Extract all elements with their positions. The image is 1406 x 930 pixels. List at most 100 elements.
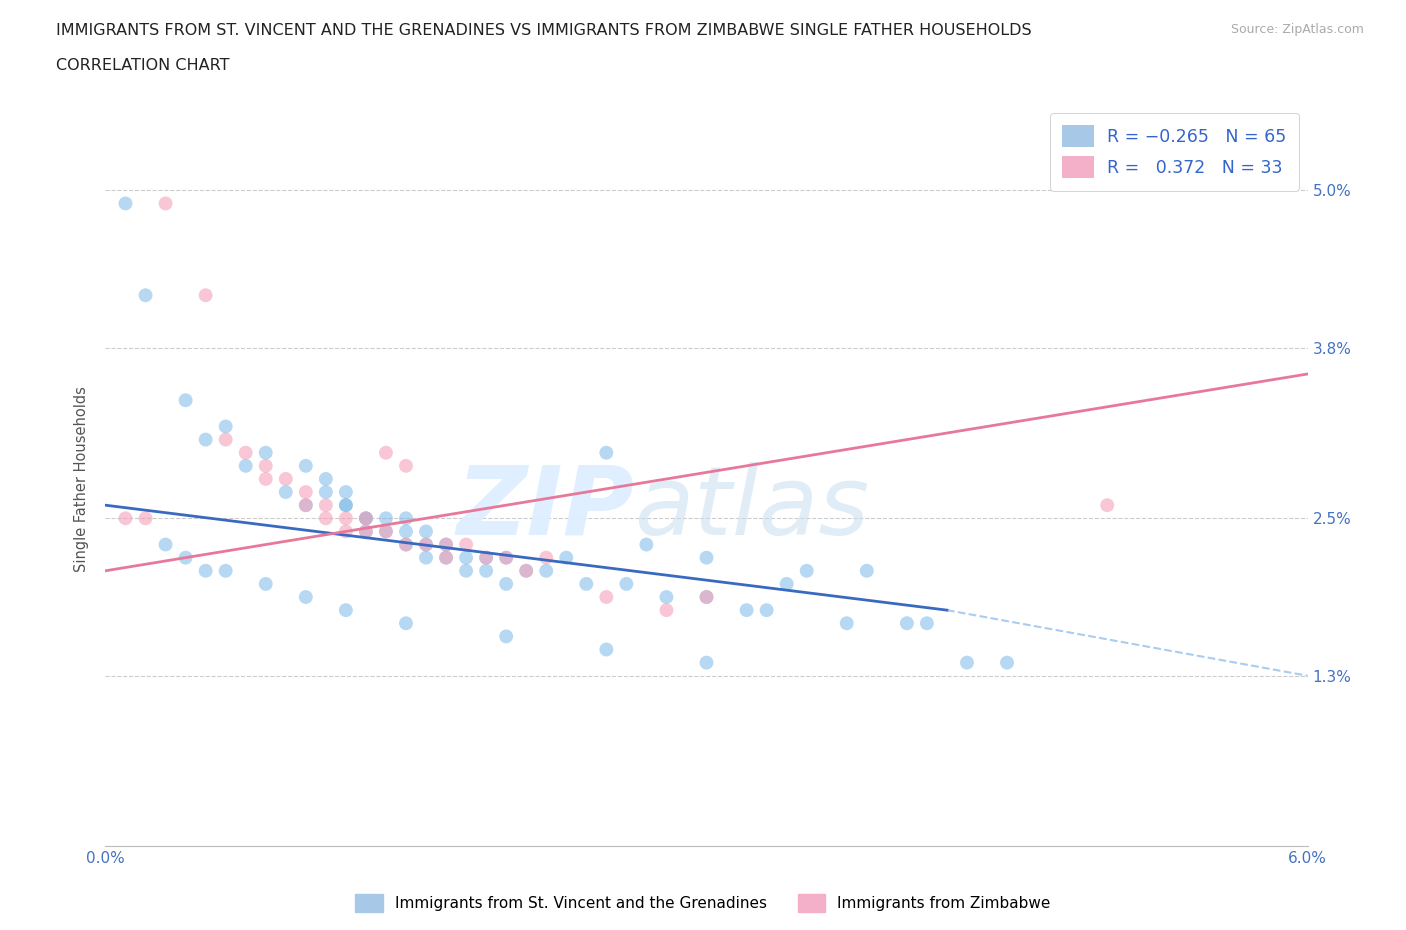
Point — [655, 603, 678, 618]
Point — [475, 551, 498, 565]
Point — [555, 551, 578, 565]
Point — [374, 524, 398, 538]
Legend: R = −0.265   N = 65, R =   0.372   N = 33: R = −0.265 N = 65, R = 0.372 N = 33 — [1050, 113, 1299, 191]
Point — [616, 577, 638, 591]
Point — [194, 564, 217, 578]
Point — [155, 538, 177, 552]
Point — [335, 511, 357, 525]
Point — [214, 564, 236, 578]
Point — [315, 485, 337, 499]
Point — [315, 472, 337, 486]
Point — [214, 432, 236, 447]
Point — [434, 551, 457, 565]
Point — [454, 551, 477, 565]
Point — [776, 577, 799, 591]
Point — [515, 564, 537, 578]
Point — [956, 656, 979, 671]
Point — [475, 551, 498, 565]
Point — [335, 498, 357, 512]
Point — [855, 564, 877, 578]
Point — [534, 564, 557, 578]
Point — [1097, 498, 1119, 512]
Point — [374, 445, 398, 460]
Point — [295, 498, 318, 512]
Point — [534, 551, 557, 565]
Point — [274, 472, 297, 486]
Point — [575, 577, 598, 591]
Point — [915, 616, 938, 631]
Point — [374, 524, 398, 538]
Point — [254, 472, 277, 486]
Point — [415, 524, 437, 538]
Point — [395, 458, 418, 473]
Point — [696, 590, 718, 604]
Point — [254, 577, 277, 591]
Point — [696, 551, 718, 565]
Point — [515, 564, 537, 578]
Point — [835, 616, 858, 631]
Point — [114, 196, 136, 211]
Point — [395, 538, 418, 552]
Point — [254, 458, 277, 473]
Point — [354, 511, 377, 525]
Point — [315, 511, 337, 525]
Point — [194, 432, 217, 447]
Point — [415, 551, 437, 565]
Point — [295, 590, 318, 604]
Point — [315, 498, 337, 512]
Point — [495, 629, 517, 644]
Point — [335, 603, 357, 618]
Point — [495, 577, 517, 591]
Legend: Immigrants from St. Vincent and the Grenadines, Immigrants from Zimbabwe: Immigrants from St. Vincent and the Gren… — [349, 888, 1057, 918]
Point — [995, 656, 1018, 671]
Point — [595, 445, 617, 460]
Point — [434, 538, 457, 552]
Point — [354, 524, 377, 538]
Point — [495, 551, 517, 565]
Point — [254, 445, 277, 460]
Point — [235, 445, 257, 460]
Point — [655, 590, 678, 604]
Point — [696, 590, 718, 604]
Point — [274, 485, 297, 499]
Text: IMMIGRANTS FROM ST. VINCENT AND THE GRENADINES VS IMMIGRANTS FROM ZIMBABWE SINGL: IMMIGRANTS FROM ST. VINCENT AND THE GREN… — [56, 23, 1032, 38]
Point — [335, 485, 357, 499]
Point — [796, 564, 818, 578]
Point — [374, 511, 398, 525]
Point — [235, 458, 257, 473]
Point — [135, 288, 157, 303]
Point — [475, 564, 498, 578]
Point — [595, 642, 617, 657]
Text: Source: ZipAtlas.com: Source: ZipAtlas.com — [1230, 23, 1364, 36]
Point — [335, 524, 357, 538]
Text: atlas: atlas — [634, 462, 869, 555]
Point — [155, 196, 177, 211]
Point — [696, 656, 718, 671]
Point — [135, 511, 157, 525]
Text: ZIP: ZIP — [457, 462, 634, 555]
Y-axis label: Single Father Households: Single Father Households — [75, 386, 90, 572]
Point — [415, 538, 437, 552]
Point — [174, 392, 197, 407]
Point — [434, 551, 457, 565]
Point — [335, 498, 357, 512]
Point — [354, 511, 377, 525]
Point — [295, 485, 318, 499]
Point — [354, 524, 377, 538]
Point — [395, 524, 418, 538]
Point — [295, 458, 318, 473]
Point — [595, 590, 617, 604]
Point — [114, 511, 136, 525]
Point — [194, 288, 217, 303]
Point — [636, 538, 658, 552]
Point — [896, 616, 918, 631]
Point — [354, 511, 377, 525]
Point — [495, 551, 517, 565]
Point — [415, 538, 437, 552]
Point — [454, 564, 477, 578]
Point — [214, 419, 236, 434]
Point — [395, 616, 418, 631]
Text: CORRELATION CHART: CORRELATION CHART — [56, 58, 229, 73]
Point — [434, 538, 457, 552]
Point — [755, 603, 778, 618]
